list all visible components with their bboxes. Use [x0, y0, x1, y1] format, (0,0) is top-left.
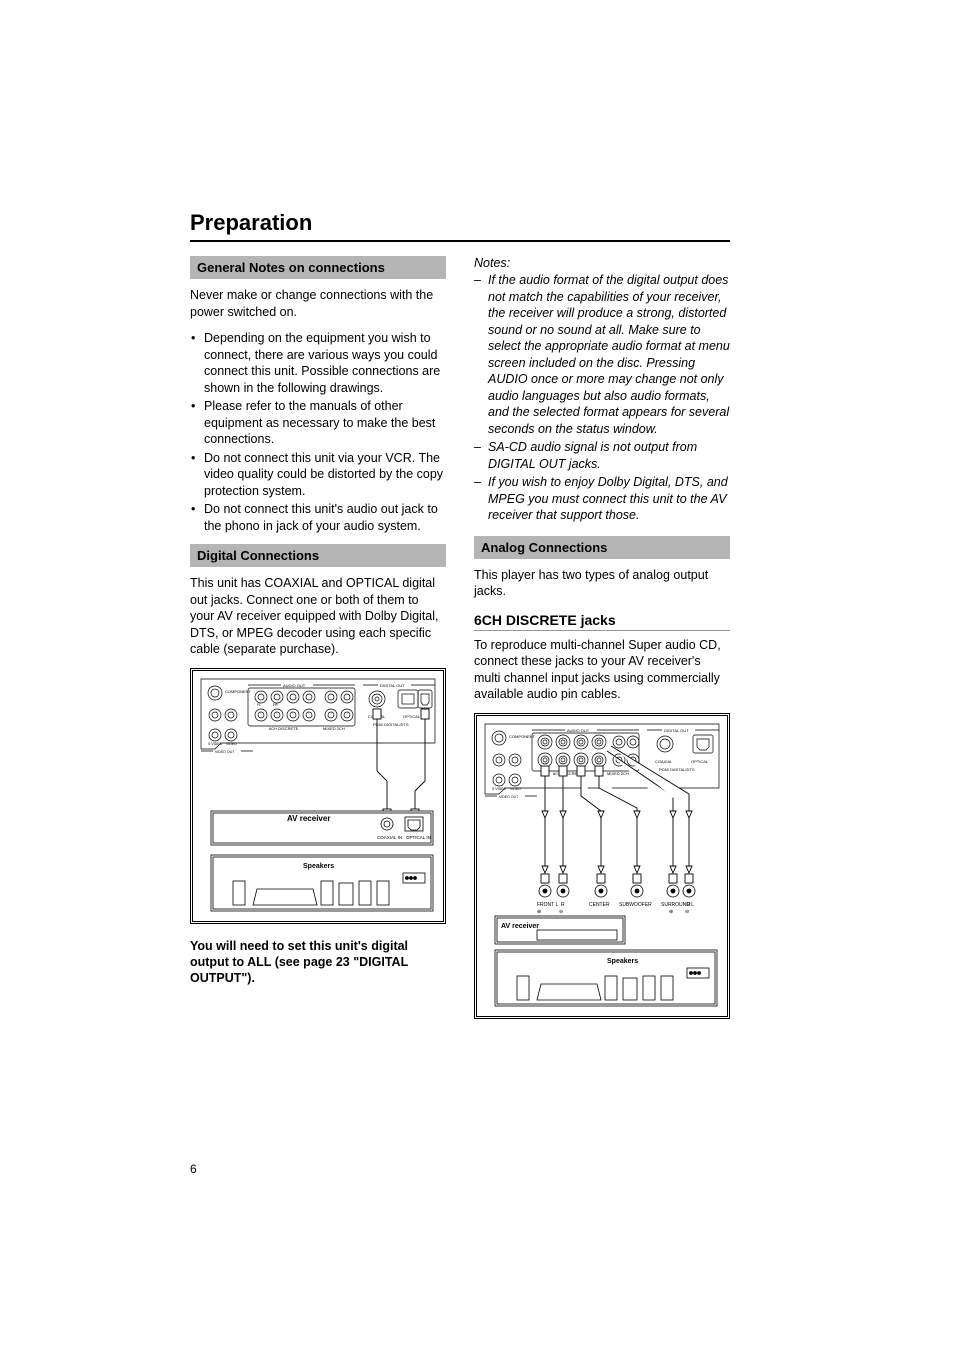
list-item: Do not connect this unit's audio out jac… — [204, 501, 446, 534]
analog-6ch-diagram: COMPONENT AUDIO OUT — [474, 713, 730, 1019]
right-column: Notes: If the audio format of the digita… — [474, 256, 730, 1019]
list-item: If the audio format of the digital outpu… — [488, 272, 730, 437]
svg-text:OPTICAL: OPTICAL — [403, 714, 421, 719]
list-item: If you wish to enjoy Dolby Digital, DTS,… — [488, 474, 730, 524]
diagram-svg: COMPONENT AUDIO OUT — [477, 716, 727, 1016]
svg-text:FR: FR — [273, 703, 278, 707]
svg-text:R: R — [687, 902, 691, 908]
list-item: Depending on the equipment you wish to c… — [204, 330, 446, 396]
svg-text:⊖: ⊖ — [685, 909, 689, 915]
notes-heading: Notes: — [474, 256, 730, 270]
svg-text:MIXED 2CH: MIXED 2CH — [323, 726, 345, 731]
svg-text:DIGITAL OUT: DIGITAL OUT — [664, 728, 689, 733]
av-receiver-label: AV receiver — [287, 814, 330, 823]
list-item: Do not connect this unit via your VCR. T… — [204, 450, 446, 500]
svg-text:COMPONENT: COMPONENT — [225, 689, 252, 694]
subheading-6ch-discrete: 6CH DISCRETE jacks — [474, 612, 730, 631]
svg-text:OPTICAL IN: OPTICAL IN — [406, 835, 431, 840]
title-rule — [190, 240, 730, 242]
svg-text:VIDEO: VIDEO — [226, 742, 237, 746]
bold-note: You will need to set this unit's digital… — [190, 938, 446, 987]
svg-text:OPTICAL: OPTICAL — [691, 759, 709, 764]
svg-text:VIDEO OUT: VIDEO OUT — [499, 795, 519, 799]
paragraph: To reproduce multi-channel Super audio C… — [474, 637, 730, 703]
svg-text:SUBWOOFER: SUBWOOFER — [619, 902, 652, 908]
svg-text:⊖: ⊖ — [559, 909, 563, 915]
two-column-layout: General Notes on connections Never make … — [190, 256, 730, 1019]
svg-text:⊕: ⊕ — [537, 909, 541, 915]
svg-text:PCM/ DIGITAL/DTS: PCM/ DIGITAL/DTS — [373, 722, 409, 727]
av-receiver-label: AV receiver — [501, 923, 539, 930]
svg-text:R: R — [561, 902, 565, 908]
bullet-list: Depending on the equipment you wish to c… — [190, 330, 446, 534]
svg-text:COMPONENT: COMPONENT — [509, 734, 536, 739]
notes-list: If the audio format of the digital outpu… — [474, 272, 730, 524]
section-head-analog-connections: Analog Connections — [474, 536, 730, 559]
svg-text:CENTER: CENTER — [589, 902, 610, 908]
digital-connection-diagram: COMPONENT AUDIO OUT — [190, 668, 446, 924]
page-title: Preparation — [190, 210, 730, 236]
svg-text:MIXED 2CH: MIXED 2CH — [607, 771, 629, 776]
svg-text:VIDEO OUT: VIDEO OUT — [215, 750, 235, 754]
diagram-svg: COMPONENT AUDIO OUT — [193, 671, 443, 921]
svg-text:S VIDEO: S VIDEO — [208, 742, 222, 746]
svg-text:VIDEO: VIDEO — [510, 787, 521, 791]
paragraph: Never make or change connections with th… — [190, 287, 446, 320]
svg-text:⊕: ⊕ — [669, 909, 673, 915]
svg-text:PCM/ DIGITAL/DTS: PCM/ DIGITAL/DTS — [659, 767, 695, 772]
page-number: 6 — [190, 1162, 197, 1176]
section-head-general-notes: General Notes on connections — [190, 256, 446, 279]
svg-text:AUDIO OUT: AUDIO OUT — [283, 683, 306, 688]
svg-text:COAXIAL IN: COAXIAL IN — [377, 835, 402, 840]
paragraph: This player has two types of analog outp… — [474, 567, 730, 600]
speakers-label: Speakers — [607, 958, 638, 965]
paragraph: This unit has COAXIAL and OPTICAL digita… — [190, 575, 446, 658]
section-head-digital-connections: Digital Connections — [190, 544, 446, 567]
svg-text:FL: FL — [257, 703, 261, 707]
svg-text:AUDIO OUT: AUDIO OUT — [567, 728, 590, 733]
left-column: General Notes on connections Never make … — [190, 256, 446, 1019]
svg-text:6CH DISCRETE: 6CH DISCRETE — [269, 726, 299, 731]
list-item: SA-CD audio signal is not output from DI… — [488, 439, 730, 472]
list-item: Please refer to the manuals of other equ… — [204, 398, 446, 448]
speakers-label: Speakers — [303, 863, 334, 870]
svg-text:DIGITAL OUT: DIGITAL OUT — [380, 683, 405, 688]
svg-text:COAXIAL: COAXIAL — [655, 759, 673, 764]
svg-text:S VIDEO: S VIDEO — [492, 787, 506, 791]
svg-text:FRONT L: FRONT L — [537, 902, 559, 908]
